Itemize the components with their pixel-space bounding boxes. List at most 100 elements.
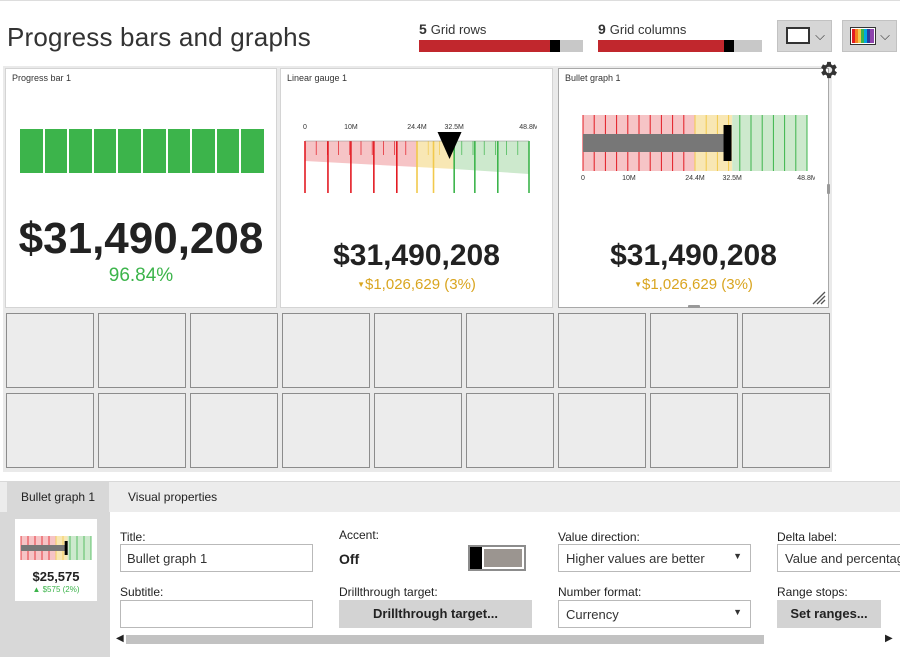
empty-tile[interactable] [190, 313, 278, 388]
settings-gear-icon[interactable] [818, 59, 840, 81]
empty-tile[interactable] [558, 393, 646, 468]
toggle-knob [470, 547, 482, 569]
bullet-zone-green [732, 115, 807, 171]
value-direction-select[interactable]: Higher values are better ▼ [558, 544, 751, 572]
caret-down-icon: ▼ [733, 607, 742, 617]
progress-bar [20, 129, 264, 173]
tab-visual-properties[interactable]: Visual properties [128, 490, 218, 504]
empty-tile[interactable] [6, 313, 94, 388]
grid-columns-slider[interactable] [598, 40, 762, 52]
tile-title: Progress bar 1 [12, 73, 72, 83]
linear-gauge-tile[interactable]: Linear gauge 1 0 10M 24.4M 32.5M 48.8M $31,4… [280, 68, 553, 308]
bullet-graph-chart: 0 10M 24.4M 32.5M 48.8M [581, 115, 815, 182]
grid-columns-control[interactable]: 9 Grid columns [598, 21, 762, 52]
caret-down-icon: ▼ [733, 551, 742, 561]
grid-columns-count: 9 [598, 21, 606, 37]
progress-percent: 96.84% [108, 265, 174, 286]
gauge-delta-text: $1,026,629 (3%) [365, 276, 476, 293]
empty-tile[interactable] [282, 313, 370, 388]
grid-rows-count: 5 [419, 21, 427, 37]
gauge-tick-label: 24.4M [407, 124, 427, 131]
empty-tile[interactable] [6, 393, 94, 468]
top-divider [0, 0, 900, 1]
empty-tile[interactable] [742, 313, 830, 388]
bullet-delta-text: $1,026,629 (3%) [642, 276, 753, 293]
tile-grid: Progress bar 1 $31,490,208 96.84% Linear… [3, 66, 832, 472]
rainbow-palette-icon [850, 27, 876, 45]
grid-rows-thumb[interactable] [550, 40, 560, 52]
accent-value: Off [339, 551, 360, 567]
scrollbar-thumb[interactable] [126, 635, 764, 644]
bullet-tick-label: 10M [622, 175, 636, 182]
bullet-delta: ▼$1,026,629 (3%) [559, 276, 828, 293]
tile-bottom-resize-handle[interactable] [688, 305, 700, 308]
grid-rows-control[interactable]: 5 Grid rows [419, 21, 583, 52]
empty-tile[interactable] [98, 393, 186, 468]
grid-rows-slider[interactable] [419, 40, 583, 52]
progress-segment [192, 129, 215, 173]
empty-tile[interactable] [742, 393, 830, 468]
grid-columns-thumb[interactable] [724, 40, 734, 52]
subtitle-input[interactable] [120, 600, 313, 628]
grid-columns-label: Grid columns [609, 22, 687, 37]
number-format-value: Currency [566, 607, 619, 622]
empty-tile[interactable] [282, 393, 370, 468]
progress-segment [241, 129, 264, 173]
drillthrough-label: Drillthrough target: [339, 585, 438, 599]
progress-segment [118, 129, 141, 173]
progress-segment [216, 129, 240, 173]
empty-tile[interactable] [466, 393, 554, 468]
horizontal-scrollbar[interactable]: ◀ ▶ [116, 633, 896, 645]
palette-dropdown-button[interactable]: ⌵ [842, 20, 897, 52]
empty-tile[interactable] [98, 313, 186, 388]
down-triangle-icon: ▼ [357, 280, 365, 289]
progress-segment [44, 129, 68, 173]
bullet-tick-label: 48.8M [797, 175, 815, 182]
scroll-right-icon[interactable]: ▶ [885, 633, 893, 644]
tile-right-resize-handle[interactable] [827, 184, 830, 194]
layout-dropdown-button[interactable]: ⌵ [777, 20, 832, 52]
empty-tile[interactable] [558, 313, 646, 388]
drillthrough-button[interactable]: Drillthrough target... [339, 600, 532, 628]
mini-value-bar [21, 545, 67, 551]
accent-toggle[interactable] [468, 545, 526, 571]
progress-segment [20, 129, 43, 173]
tab-bullet-graph[interactable]: Bullet graph 1 [7, 482, 110, 512]
properties-form [110, 512, 900, 657]
empty-tile[interactable] [466, 313, 554, 388]
properties-panel: Bullet graph 1 Visual properties $25,575… [0, 481, 900, 657]
empty-tile[interactable] [650, 393, 738, 468]
delta-label-select[interactable]: Value and percentage [777, 544, 900, 572]
empty-tile[interactable] [374, 313, 462, 388]
tile-title: Bullet graph 1 [565, 73, 621, 83]
grid-rows-label: Grid rows [430, 22, 487, 37]
grid-columns-fill [598, 40, 724, 52]
empty-tile[interactable] [190, 393, 278, 468]
empty-tile[interactable] [374, 393, 462, 468]
gauge-tick-label: 48.8M [519, 124, 537, 131]
progress-segment [93, 129, 117, 173]
progress-segment [69, 129, 92, 173]
bullet-graph-tile[interactable]: Bullet graph 1 0 10M 24.4M 32.5M 48.8M $31,4… [558, 68, 829, 308]
mini-bullet-graph [20, 536, 92, 560]
resize-handle-icon[interactable] [810, 289, 826, 305]
preview-delta-text: $575 (2%) [42, 585, 80, 594]
bullet-tick-label: 24.4M [685, 175, 705, 182]
accent-label: Accent: [339, 528, 380, 542]
scroll-left-icon[interactable]: ◀ [116, 633, 124, 644]
gauge-delta: ▼$1,026,629 (3%) [281, 276, 552, 293]
value-direction-label: Value direction: [558, 530, 640, 544]
progress-bar-tile[interactable]: Progress bar 1 $31,490,208 96.84% [5, 68, 277, 308]
toggle-track [484, 549, 522, 567]
delta-label-value: Value and percentage [785, 551, 900, 566]
value-direction-value: Higher values are better [566, 551, 705, 566]
bullet-value: $31,490,208 [610, 239, 777, 272]
title-input[interactable]: Bullet graph 1 [120, 544, 313, 572]
set-ranges-button[interactable]: Set ranges... [777, 600, 881, 628]
empty-tile[interactable] [650, 313, 738, 388]
preview-delta: ▲ $575 (2%) [15, 585, 97, 594]
rectangle-icon [786, 27, 810, 44]
visual-preview-card[interactable]: $25,575 ▲ $575 (2%) [15, 519, 97, 601]
number-format-select[interactable]: Currency ▼ [558, 600, 751, 628]
gauge-marker [437, 132, 462, 159]
